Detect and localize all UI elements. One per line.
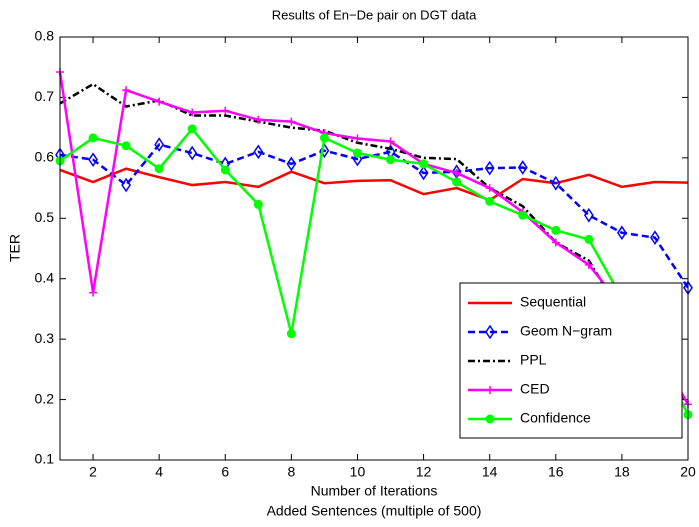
marker bbox=[551, 238, 560, 247]
marker bbox=[550, 175, 561, 191]
marker bbox=[650, 230, 660, 245]
marker bbox=[452, 168, 461, 177]
chart-title: Results of En−De pair on DGT data bbox=[272, 7, 477, 22]
marker bbox=[352, 151, 363, 167]
marker bbox=[616, 225, 627, 241]
marker bbox=[154, 137, 165, 152]
marker bbox=[221, 106, 230, 115]
x-tick-label: 18 bbox=[614, 464, 630, 480]
marker bbox=[584, 260, 593, 269]
marker bbox=[485, 414, 495, 424]
series-line bbox=[59, 167, 689, 202]
marker bbox=[187, 124, 197, 134]
x-tick-label: 20 bbox=[680, 464, 696, 480]
marker bbox=[287, 117, 296, 126]
y-tick-label: 0.4 bbox=[35, 269, 55, 285]
marker bbox=[419, 159, 429, 169]
marker bbox=[253, 199, 263, 209]
x-tick-label: 6 bbox=[221, 464, 229, 480]
marker bbox=[584, 234, 594, 244]
legend-label: PPL bbox=[520, 352, 547, 368]
x-tick-label: 14 bbox=[482, 464, 498, 480]
y-tick-label: 0.1 bbox=[35, 451, 55, 467]
y-axis-label: TER bbox=[7, 234, 23, 262]
marker bbox=[319, 133, 329, 143]
marker bbox=[88, 133, 98, 143]
marker bbox=[286, 329, 296, 339]
marker bbox=[386, 155, 396, 165]
x-tick-label: 12 bbox=[416, 464, 432, 480]
marker bbox=[253, 144, 264, 160]
legend-label: Geom N−gram bbox=[520, 323, 612, 339]
marker bbox=[485, 184, 494, 193]
axes-box bbox=[59, 36, 689, 461]
marker bbox=[352, 148, 362, 158]
y-tick-label: 0.2 bbox=[35, 390, 55, 406]
marker bbox=[486, 386, 494, 394]
x-axis-label: Number of Iterations bbox=[311, 483, 438, 499]
marker bbox=[353, 134, 362, 143]
series-line bbox=[58, 71, 690, 406]
marker bbox=[418, 165, 429, 181]
marker bbox=[286, 156, 297, 172]
marker bbox=[518, 210, 528, 220]
marker bbox=[122, 86, 131, 95]
marker bbox=[121, 141, 131, 151]
marker bbox=[517, 160, 528, 175]
marker bbox=[452, 177, 462, 187]
legend-label: CED bbox=[520, 381, 550, 397]
marker bbox=[121, 177, 132, 193]
x-tick-label: 8 bbox=[287, 464, 295, 480]
marker bbox=[583, 207, 594, 223]
marker bbox=[484, 160, 495, 176]
x-tick-label: 10 bbox=[350, 464, 366, 480]
marker bbox=[551, 225, 561, 235]
y-tick-label: 0.6 bbox=[35, 149, 55, 165]
marker bbox=[155, 97, 164, 106]
y-tick-label: 0.7 bbox=[35, 88, 55, 104]
y-tick-label: 0.3 bbox=[35, 330, 55, 346]
marker bbox=[89, 288, 98, 297]
marker bbox=[254, 115, 263, 124]
marker bbox=[88, 152, 98, 168]
x-tick-label: 16 bbox=[548, 464, 564, 480]
x-axis-label-secondary: Added Sentences (multiple of 500) bbox=[267, 503, 482, 519]
legend-box bbox=[459, 282, 683, 439]
y-tick-label: 0.5 bbox=[35, 209, 55, 225]
marker bbox=[154, 164, 164, 174]
series-line bbox=[59, 82, 690, 407]
marker bbox=[187, 145, 198, 161]
marker bbox=[485, 196, 495, 206]
marker bbox=[188, 108, 197, 117]
legend-label: Sequential bbox=[520, 294, 586, 310]
x-tick-label: 2 bbox=[89, 464, 97, 480]
series-line bbox=[59, 126, 690, 416]
x-tick-label: 4 bbox=[155, 464, 163, 480]
y-tick-label: 0.8 bbox=[35, 28, 55, 44]
marker bbox=[485, 324, 495, 340]
legend-label: Confidence bbox=[520, 410, 591, 426]
marker bbox=[386, 137, 395, 146]
marker bbox=[220, 165, 230, 175]
